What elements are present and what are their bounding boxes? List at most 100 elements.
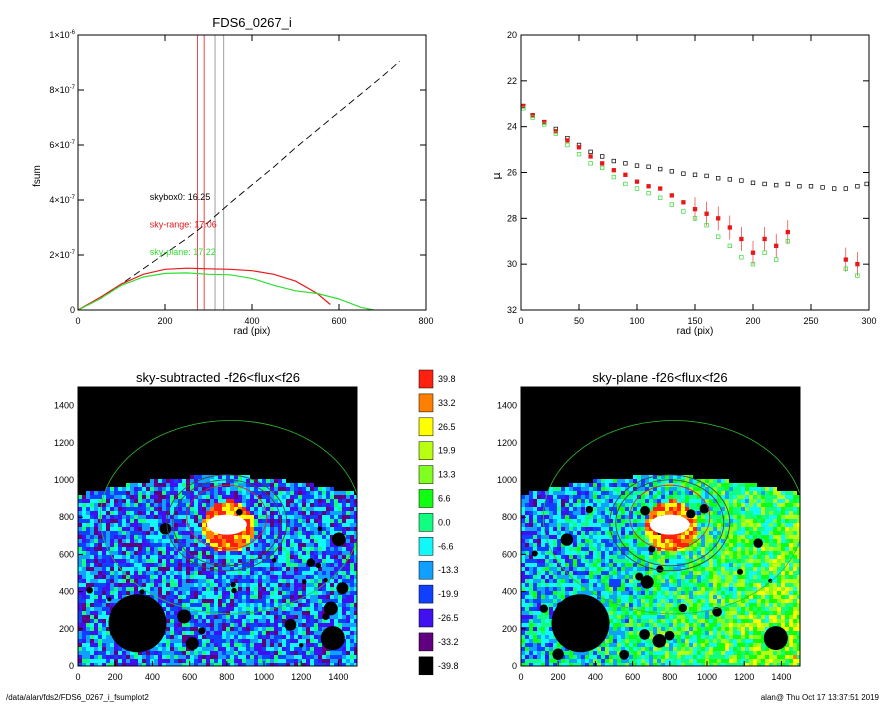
image-pixel bbox=[306, 547, 310, 551]
image-pixel bbox=[202, 611, 206, 615]
image-pixel bbox=[202, 543, 206, 547]
image-pixel bbox=[326, 595, 330, 599]
image-pixel bbox=[246, 483, 250, 487]
image-pixel bbox=[657, 559, 661, 563]
image-pixel bbox=[745, 535, 749, 539]
image-pixel bbox=[318, 619, 322, 623]
image-pixel bbox=[733, 527, 737, 531]
image-pixel bbox=[601, 507, 605, 511]
image-pixel bbox=[326, 563, 330, 567]
image-pixel bbox=[354, 579, 357, 583]
inner-ellipse-inner bbox=[172, 479, 282, 567]
image-pixel bbox=[350, 543, 354, 547]
image-pixel bbox=[605, 535, 609, 539]
image-pixel bbox=[653, 535, 657, 539]
image-pixel bbox=[198, 575, 202, 579]
image-pixel bbox=[322, 535, 326, 539]
image-pixel bbox=[645, 563, 649, 567]
image-pixel bbox=[785, 515, 789, 519]
image-pixel bbox=[334, 571, 338, 575]
image-pixel bbox=[777, 491, 781, 495]
image-pixel bbox=[210, 647, 214, 651]
image-pixel bbox=[605, 563, 609, 567]
image-pixel bbox=[314, 595, 318, 599]
image-pixel bbox=[86, 503, 90, 507]
image-pixel bbox=[238, 603, 242, 607]
image-pixel bbox=[210, 491, 214, 495]
image-pixel bbox=[677, 499, 681, 503]
image-pixel bbox=[262, 575, 266, 579]
image-pixel bbox=[306, 655, 310, 659]
image-pixel bbox=[537, 535, 541, 539]
image-pixel bbox=[597, 507, 601, 511]
image-pixel bbox=[278, 571, 282, 575]
image-pixel bbox=[669, 551, 673, 555]
image-pixel bbox=[222, 639, 226, 643]
star-mask bbox=[323, 577, 328, 583]
image-pixel bbox=[98, 499, 102, 503]
image-pixel bbox=[122, 495, 126, 499]
image-pixel bbox=[258, 595, 262, 599]
image-pixel bbox=[266, 591, 270, 595]
image-pixel bbox=[94, 615, 98, 619]
image-pixel bbox=[533, 491, 537, 495]
image-pixel bbox=[342, 571, 346, 575]
image-pixel bbox=[202, 555, 206, 559]
image-pixel bbox=[757, 507, 761, 511]
image-pixel bbox=[681, 559, 685, 563]
image-pixel bbox=[290, 595, 294, 599]
image-pixel bbox=[765, 503, 769, 507]
image-pixel bbox=[354, 611, 357, 615]
image-pixel bbox=[154, 479, 158, 483]
image-pixel bbox=[581, 531, 585, 535]
image-pixel bbox=[114, 651, 118, 655]
image-pixel bbox=[210, 487, 214, 491]
image-pixel bbox=[110, 567, 114, 571]
image-pixel bbox=[230, 643, 234, 647]
image-pixel bbox=[90, 635, 94, 639]
image-pixel bbox=[126, 539, 130, 543]
image-pixel bbox=[338, 527, 342, 531]
image-pixel bbox=[685, 563, 689, 567]
image-pixel bbox=[330, 595, 334, 599]
image-pixel bbox=[226, 475, 230, 479]
image-pixel bbox=[246, 519, 250, 523]
image-pixel bbox=[641, 547, 645, 551]
image-pixel bbox=[230, 551, 234, 555]
image-pixel bbox=[338, 515, 342, 519]
image-pixel bbox=[593, 495, 597, 499]
image-pixel bbox=[166, 639, 170, 643]
image-pixel bbox=[214, 599, 218, 603]
image-pixel bbox=[557, 535, 561, 539]
image-sky-subtracted-axes: 0 200 400 600 800 1000 1200 1400020040060080010… bbox=[54, 401, 348, 682]
image-pixel bbox=[697, 559, 701, 563]
image-pixel bbox=[114, 595, 118, 599]
image-pixel bbox=[310, 547, 314, 551]
image-pixel bbox=[262, 583, 266, 587]
image-pixel bbox=[338, 523, 342, 527]
image-pixel bbox=[629, 547, 633, 551]
mu-point-2 bbox=[634, 186, 640, 191]
image-pixel bbox=[553, 499, 557, 503]
image-pixel bbox=[242, 543, 246, 547]
image-pixel bbox=[350, 655, 354, 659]
image-pixel bbox=[126, 519, 130, 523]
image-pixel bbox=[721, 563, 725, 567]
image-pixel bbox=[190, 655, 194, 659]
image-pixel bbox=[685, 531, 689, 535]
image-pixel bbox=[589, 547, 593, 551]
image-pixel bbox=[90, 571, 94, 575]
image-pixel bbox=[186, 575, 190, 579]
mu-xtick-label: 0 bbox=[518, 316, 523, 326]
image-pixel bbox=[649, 551, 653, 555]
image-pixel bbox=[122, 511, 126, 515]
image-pixel bbox=[258, 635, 262, 639]
image-pixel bbox=[250, 659, 254, 663]
image-pixel bbox=[210, 595, 214, 599]
image-pixel bbox=[318, 507, 322, 511]
image-pixel bbox=[202, 531, 206, 535]
image-pixel bbox=[573, 487, 577, 491]
image-pixel bbox=[90, 567, 94, 571]
image-pixel bbox=[170, 583, 174, 587]
image-pixel bbox=[757, 547, 761, 551]
